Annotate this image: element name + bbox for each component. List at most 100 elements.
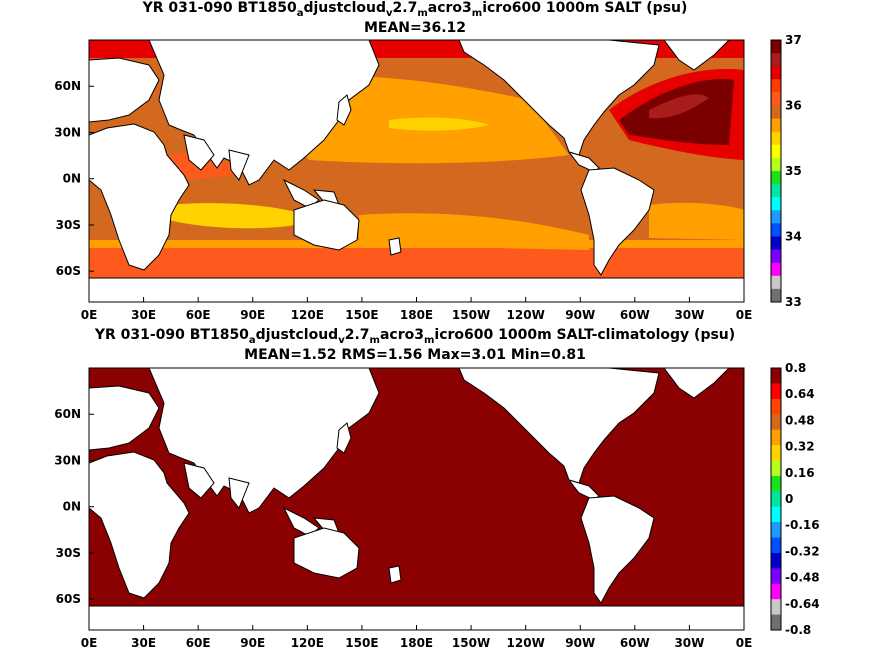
lon-label: 90E [240,308,265,322]
colorbar-swatch [771,184,781,198]
colorbar-label: 0.48 [785,413,815,427]
colorbar-swatch [771,249,781,264]
colorbar-swatch [771,118,781,133]
lat-label: 30N [54,453,81,467]
colorbar-swatch [771,171,781,185]
top-band-pacific-max [389,117,489,131]
colorbar-swatch [771,383,781,400]
colorbar-label: 0.32 [785,440,815,454]
bottom_panel-part-0: YR 031-090 BT1850 [94,327,249,343]
colorbar-frame [770,39,782,303]
colorbar-label: 0.64 [785,387,815,401]
top-band-indian-south-max [169,203,319,229]
bottom-title: YR 031-090 BT1850adjustcloudv2.7macro3mi… [0,327,830,349]
top_panel-part-6: acro3 [427,0,472,16]
colorbar-label: 37 [785,33,802,47]
colorbar-swatch [771,475,781,492]
top-map [89,40,744,302]
colorbar-frame [770,367,782,631]
lat-label: 30N [54,125,81,139]
colorbar-swatch [771,288,781,303]
axes-layer: 0E 30E 60E 90E 120E 150E 180E 150W 120W 90W 60W 30W… [54,33,819,650]
bottom_panel-part-8: icro600 1000m SALT-climatology (psu) [434,327,736,343]
lon-label: 30W [674,636,704,650]
top_panel-part-1: a [296,7,304,19]
lon-label: 60E [186,636,211,650]
colorbar-swatch [771,210,781,224]
colorbar-swatch [771,583,781,600]
lon-label: 150E [345,636,378,650]
colorbar-label: 33 [785,295,802,309]
lon-label: 0E [736,308,753,322]
colorbar-swatch [771,197,781,211]
colorbar-swatch [771,144,781,159]
bottom-map [89,368,744,630]
colorbar-swatch [771,79,781,93]
lat-label: 0N [63,172,81,186]
lon-label: 30W [674,308,704,322]
colorbar-label: 35 [785,164,802,178]
colorbar-swatch [771,537,781,554]
colorbar-swatch [771,552,781,569]
top-band-southern-ocean [89,248,744,278]
lon-label: 30E [131,636,156,650]
colorbar-swatch [771,368,781,384]
colorbar-swatch [771,414,781,431]
colorbar-label: 0.16 [785,466,815,480]
top-subtitle: MEAN=36.12 [363,20,467,36]
lon-label: 180E [400,636,433,650]
lat-label: 30S [56,546,81,560]
colorbar-swatch [771,131,781,146]
lon-label: 60W [620,636,650,650]
bottom_panel-part-7: m [423,334,435,346]
lon-label: 60W [620,308,650,322]
colorbar-label: 36 [785,99,802,113]
colorbar-swatch [771,92,781,106]
top_panel-part-4: 2.7 [392,0,418,16]
lon-label: 90W [565,636,595,650]
bottom_panel-part-4: 2.7 [344,327,370,343]
lon-label: 60E [186,308,211,322]
colorbar-swatch [771,236,781,251]
lon-label: 30E [131,308,156,322]
top-title: YR 031-090 BT1850adjustcloudv2.7macro3mi… [0,0,830,22]
lon-label: 120E [291,308,324,322]
colorbar-swatch [771,262,781,277]
bottom-subtitle: MEAN=1.52 RMS=1.56 Max=3.01 Min=0.81 [244,347,586,363]
colorbar-swatch [771,66,781,80]
colorbar-label: 0.8 [785,361,806,375]
lon-label: 120E [291,636,324,650]
bottom_panel-part-2: djustcloud [255,327,339,343]
top_panel-part-3: v [385,7,393,19]
lon-label: 150E [345,308,378,322]
colorbar-swatch [771,460,781,477]
bottom_panel-part-6: acro3 [379,327,424,343]
bottom_panel-part-5: m [369,334,380,346]
lon-label: 150W [452,308,490,322]
top_panel-part-5: m [417,7,428,19]
lat-label: 60S [56,592,81,606]
colorbar-swatch [771,40,781,54]
colorbar-label: -0.48 [785,571,820,585]
colorbar-label: -0.8 [785,623,811,637]
colorbar-swatch [771,506,781,523]
colorbar-label: -0.16 [785,518,820,532]
colorbar-swatch [771,223,781,237]
top_panel-part-8: icro600 1000m SALT (psu) [482,0,688,16]
colorbar-swatch [771,522,781,539]
lat-label: 60S [56,264,81,278]
lon-label: 180E [400,308,433,322]
colorbar-swatch [771,491,781,508]
colorbar-label: 34 [785,230,802,244]
colorbar-swatch [771,53,781,67]
lat-label: 30S [56,218,81,232]
top-band-south-atlantic [649,202,744,240]
lat-label: 0N [63,500,81,514]
top-band-south-pacific [359,213,589,250]
top_panel-part-2: djustcloud [303,0,386,16]
colorbar-label: -0.32 [785,544,820,558]
lat-label: 60N [54,407,81,421]
colorbar-swatch [771,398,781,415]
lon-label: 0E [81,308,98,322]
